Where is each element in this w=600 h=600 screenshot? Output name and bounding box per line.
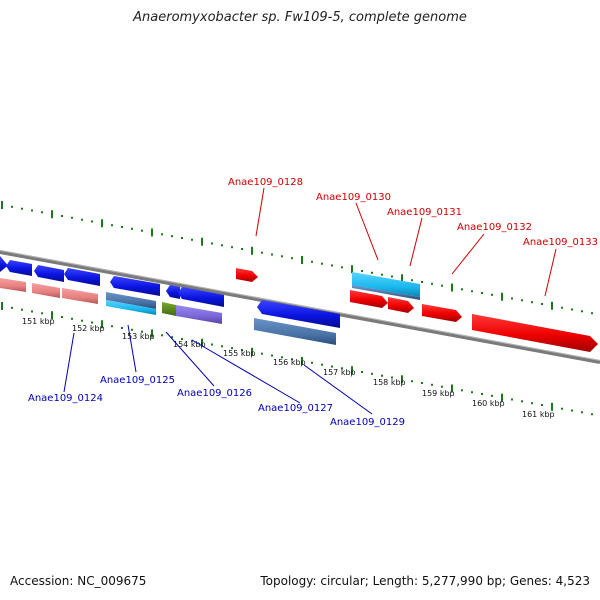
- gene-olive-1[interactable]: [162, 302, 176, 316]
- leader-line: [165, 331, 215, 387]
- kbp-label: 152 kbp: [72, 324, 105, 333]
- kbp-label: 160 kbp: [472, 399, 505, 408]
- leader-line: [544, 248, 557, 297]
- gene-pink-1[interactable]: [0, 278, 26, 292]
- gene-slate-2[interactable]: [254, 318, 336, 345]
- gene-red-2[interactable]: [388, 297, 414, 313]
- leader-line: [63, 332, 75, 393]
- gene-purple-1[interactable]: [176, 305, 222, 324]
- reverse-gene-labels: Anae109_0124 Anae109_0125 Anae109_0126 A…: [28, 324, 405, 428]
- accession-label: Accession: NC_009675: [10, 574, 147, 588]
- kbp-label: 155 kbp: [223, 349, 256, 358]
- gene-red-1[interactable]: [350, 290, 388, 308]
- gene-red-3[interactable]: [422, 304, 462, 322]
- map-title: Anaeromyxobacter sp. Fw109-5, complete g…: [133, 10, 467, 25]
- gene-blue-5[interactable]: [110, 276, 160, 296]
- gene-red-4[interactable]: [472, 314, 598, 352]
- gene-label-0132[interactable]: Anae109_0132: [457, 222, 532, 233]
- leader-line: [303, 364, 373, 415]
- gene-blue-6[interactable]: [166, 285, 180, 299]
- gene-label-0133[interactable]: Anae109_0133: [523, 237, 598, 248]
- gene-label-0127[interactable]: Anae109_0127: [258, 403, 333, 414]
- gene-pink-3[interactable]: [62, 288, 98, 304]
- gene-cyan-1[interactable]: [106, 300, 156, 315]
- leader-line: [451, 233, 485, 275]
- kbp-label: 156 kbp: [273, 358, 306, 367]
- kbp-label: 161 kbp: [522, 410, 555, 419]
- gene-slate-1[interactable]: [106, 292, 156, 309]
- gene-blue-3[interactable]: [34, 265, 64, 282]
- leader-line: [409, 217, 423, 267]
- outer-tick-ruler: [1, 201, 593, 315]
- gene-red-small[interactable]: [236, 268, 258, 282]
- leader-line: [255, 187, 265, 237]
- gene-label-0125[interactable]: Anae109_0125: [100, 375, 175, 386]
- kbp-label: 159 kbp: [422, 389, 455, 398]
- gene-label-0130[interactable]: Anae109_0130: [316, 192, 391, 203]
- kbp-label: 158 kbp: [373, 378, 406, 387]
- gene-label-0124[interactable]: Anae109_0124: [28, 393, 103, 404]
- kbp-label: 151 kbp: [22, 317, 55, 326]
- gene-label-0128[interactable]: Anae109_0128: [228, 177, 303, 188]
- gene-label-0129[interactable]: Anae109_0129: [330, 417, 405, 428]
- gene-slate-3[interactable]: [352, 285, 420, 300]
- leader-line: [191, 339, 301, 404]
- gene-blue-7[interactable]: [178, 287, 224, 307]
- gene-cyan-2[interactable]: [352, 272, 420, 297]
- leader-line: [127, 324, 137, 373]
- leader-line: [355, 202, 379, 261]
- gene-blue-4[interactable]: [64, 268, 100, 286]
- gene-blue-8[interactable]: [257, 300, 340, 328]
- kbp-scale: 151 kbp 152 kbp 153 kbp 154 kbp 155 kbp …: [22, 317, 555, 419]
- gene-label-0126[interactable]: Anae109_0126: [177, 388, 252, 399]
- kbp-label: 157 kbp: [323, 368, 356, 377]
- gene-label-0131[interactable]: Anae109_0131: [387, 207, 462, 218]
- forward-gene-labels: Anae109_0128 Anae109_0130 Anae109_0131 A…: [228, 177, 598, 297]
- kbp-label: 154 kbp: [173, 340, 206, 349]
- genome-backbone-highlight: [0, 250, 600, 361]
- topology-summary: Topology: circular; Length: 5,277,990 bp…: [260, 574, 590, 588]
- gene-track: [0, 255, 598, 352]
- kbp-label: 153 kbp: [122, 332, 155, 341]
- gene-blue-1[interactable]: [0, 255, 8, 274]
- gene-pink-2[interactable]: [32, 283, 60, 298]
- gene-blue-2[interactable]: [6, 260, 32, 276]
